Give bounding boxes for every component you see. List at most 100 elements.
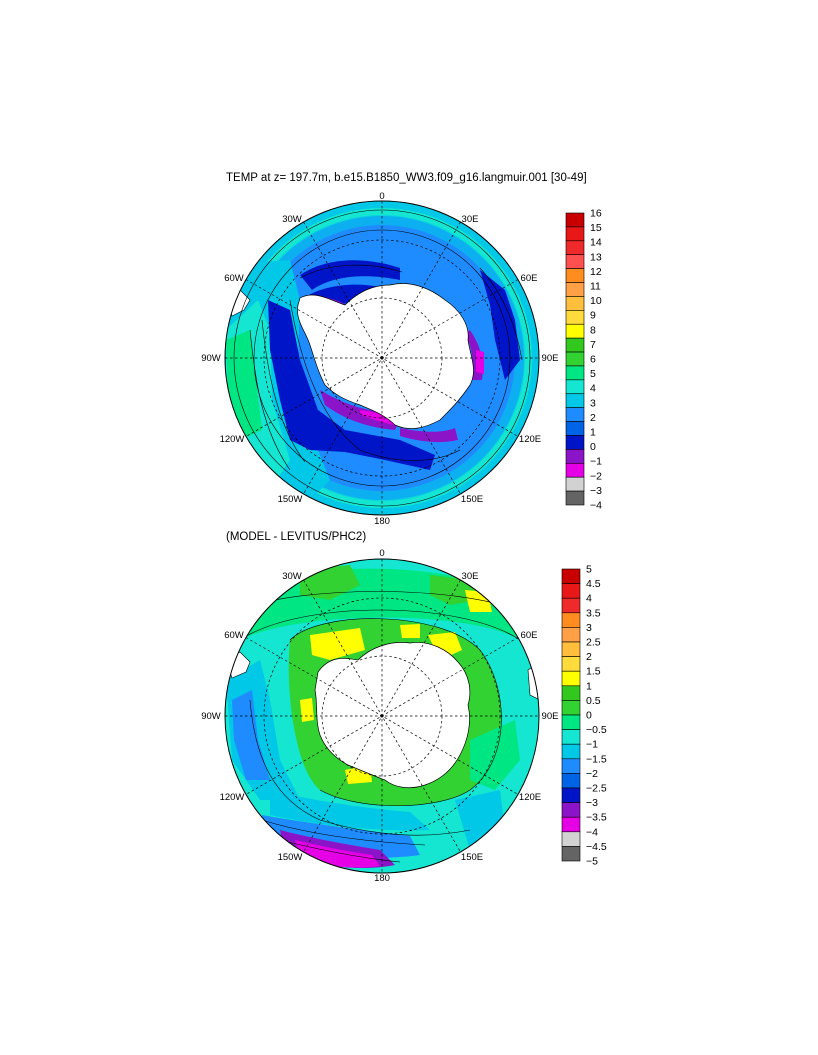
- panel1-colorbar-tick-label: 4: [590, 383, 596, 395]
- panel1-colorbar-swatch: [565, 212, 585, 228]
- panel1-label-180: 180: [374, 516, 390, 527]
- panel1-colorbar-tick-label: −2: [590, 470, 602, 482]
- panel2-colorbar-tick-label: −1.5: [586, 753, 607, 765]
- panel2-colorbar-tick-label: −3.5: [586, 812, 607, 824]
- panel1-colorbar-tick-label: 6: [590, 354, 596, 366]
- panel1-colorbar-tick-label: −1: [590, 456, 602, 468]
- panel2-colorbar-swatch: [561, 773, 581, 789]
- panel2-colorbar-swatch: [561, 612, 581, 628]
- panel1-colorbar-tick-label: 1: [590, 427, 596, 439]
- panel2-label-60e: 60E: [521, 630, 538, 641]
- panel2-colorbar-tick-label: −4: [586, 826, 598, 838]
- panel1-colorbar-swatch: [565, 310, 585, 325]
- panel1-colorbar-tick-label: 11: [590, 281, 601, 293]
- panel2-colorbar-tick-label: 0: [586, 710, 592, 722]
- panel1-colorbar-tick-label: 5: [590, 368, 596, 380]
- panel1-label-90e: 90E: [542, 353, 559, 364]
- panel1-colorbar-swatch: [565, 393, 585, 408]
- panel2-label-150w: 150W: [278, 852, 303, 863]
- panel1-colorbar-tick-label: 8: [590, 324, 596, 336]
- panel1-colorbar-tick-label: 0: [590, 441, 596, 453]
- panel1-label-30e: 30E: [462, 214, 479, 225]
- panel1-colorbar-swatch: [565, 337, 585, 353]
- panel1-colorbar-tick-label: 10: [590, 295, 602, 307]
- panel1-colorbar-swatch: [565, 449, 585, 464]
- temperature-difference-polar-map: [224, 558, 540, 874]
- panel2-colorbar-swatch: [561, 758, 581, 774]
- panel2-colorbar-swatch: [561, 846, 581, 862]
- panel1-colorbar-swatch: [565, 421, 585, 436]
- panel2-colorbar: 5 4.5 4 3.5 3 2.5 2 1.5 1 0.5 0 −0.5 −1 −1.5 −2 −2.5 −3 −…: [561, 564, 607, 868]
- panel1-colorbar-swatch: [565, 435, 585, 450]
- panel1-colorbar-swatch: [565, 226, 585, 242]
- panel1-label-30w: 30W: [282, 214, 302, 225]
- panel1-colorbar-tick-label: 14: [590, 237, 602, 249]
- panel2-colorbar-tick-label: −2.5: [586, 783, 607, 795]
- panel1-colorbar-swatch: [565, 379, 585, 395]
- panel2-colorbar-swatch: [561, 831, 581, 847]
- panel1-colorbar-tick-label: 9: [590, 310, 596, 322]
- panel1-colorbar-swatch: [565, 254, 585, 269]
- panel1-colorbar-swatch: [565, 490, 585, 506]
- panel2-colorbar-tick-label: 3.5: [586, 607, 601, 619]
- panel2-label-60w: 60W: [224, 630, 244, 641]
- panel1-colorbar-tick-label: 12: [590, 266, 602, 278]
- panel2-label-120w: 120W: [220, 792, 245, 803]
- panel2-colorbar-swatch: [561, 787, 581, 803]
- panel1-label-120e: 120E: [519, 434, 541, 445]
- panel1-colorbar-tick-label: 13: [590, 251, 602, 263]
- panel2-colorbar-tick-label: −4.5: [586, 841, 607, 853]
- panel2-label-150e: 150E: [461, 852, 483, 863]
- panel1-colorbar-swatch: [565, 351, 585, 367]
- panel2-colorbar-tick-label: −5: [586, 856, 598, 868]
- panel2-label-30e: 30E: [462, 571, 479, 582]
- panel1-colorbar-tick-label: 3: [590, 397, 596, 409]
- panel2-colorbar-swatch: [561, 816, 581, 833]
- panel2-colorbar-tick-label: 4.5: [586, 578, 601, 590]
- panel1-colorbar-swatch: [565, 268, 585, 283]
- panel1-longitude-labels: 0 30W 30E 60W 60E 90W 90E 120W 120E 150W…: [201, 191, 558, 527]
- panel2-colorbar-swatch: [561, 568, 581, 584]
- panel2-label-90e: 90E: [542, 711, 559, 722]
- panel2-colorbar-tick-label: −2: [586, 768, 598, 780]
- panel2-colorbar-tick-label: 1: [586, 680, 592, 692]
- panel2-label-0: 0: [379, 548, 384, 559]
- panel1-title: TEMP at z= 197.7m, b.e15.B1850_WW3.f09_g…: [226, 172, 587, 184]
- panel2-colorbar-swatch: [561, 670, 581, 687]
- panel1-colorbar-swatch: [565, 323, 585, 339]
- panel2-colorbar-swatch: [561, 700, 581, 716]
- panel1-label-150w: 150W: [278, 494, 303, 505]
- panel1-colorbar-swatch: [565, 296, 585, 311]
- panel2-label-180: 180: [374, 873, 390, 884]
- panel2-colorbar-swatch: [561, 641, 581, 657]
- panel2-colorbar-swatch: [561, 743, 581, 760]
- panel1-label-120w: 120W: [220, 434, 245, 445]
- panel2-label-30w: 30W: [282, 571, 302, 582]
- panel2-colorbar-swatch: [561, 685, 581, 701]
- panel1-colorbar-tick-label: −4: [590, 500, 602, 512]
- panel1-colorbar-swatch: [565, 240, 585, 256]
- panel2-title: (MODEL - LEVITUS/PHC2): [226, 531, 367, 543]
- panel2-colorbar-swatch: [561, 656, 581, 672]
- panel1-colorbar-swatch: [565, 462, 585, 478]
- panel2-colorbar-tick-label: −0.5: [586, 724, 607, 736]
- panel2-colorbar-tick-label: 3: [586, 622, 592, 634]
- panel2-colorbar-swatch: [561, 729, 581, 745]
- panel2-colorbar-tick-label: 0.5: [586, 695, 601, 707]
- panel1-label-60w: 60W: [224, 273, 244, 284]
- panel1-colorbar-swatch: [565, 365, 585, 381]
- panel2-label-90w: 90W: [201, 711, 221, 722]
- panel2-colorbar-swatch: [561, 802, 581, 818]
- panel1-label-60e: 60E: [521, 273, 538, 284]
- panel1-label-150e: 150E: [461, 494, 483, 505]
- panel1-colorbar-tick-label: 15: [590, 222, 602, 234]
- panel2-colorbar-swatch: [561, 627, 581, 643]
- panel2-colorbar-swatch: [561, 583, 581, 599]
- temperature-polar-map: [224, 200, 540, 516]
- panel2-colorbar-tick-label: −1: [586, 739, 598, 751]
- panel2-colorbar-tick-label: 5: [586, 564, 592, 576]
- panel2-colorbar-tick-label: 4: [586, 593, 592, 605]
- panel1-colorbar-tick-label: 7: [590, 339, 596, 351]
- panel1-colorbar-swatch: [565, 407, 585, 422]
